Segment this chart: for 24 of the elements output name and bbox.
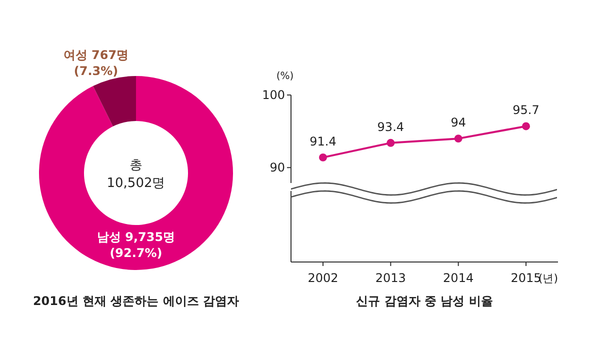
point (386, 138, 395, 147)
data-label: 91.4 (310, 134, 336, 148)
data-label: 94 (450, 116, 466, 130)
data-label: (92.7%) (110, 246, 162, 260)
point (319, 153, 327, 162)
donut-slice (93, 76, 136, 126)
text: 총 (130, 158, 142, 173)
y-tick-label: 90 (270, 160, 285, 175)
x-tick-label: 2013 (375, 271, 406, 285)
text: 2016년 현재 생존하는 에이즈 감염자 (32, 294, 240, 308)
donut-slice (39, 76, 233, 270)
x-tick-label: 2014 (443, 271, 474, 285)
text: 신규 감염자 중 남성 비율 (356, 294, 493, 308)
data-label: 93.4 (377, 120, 404, 134)
slice-label: 남성 9,735명 (96, 230, 176, 244)
y-tick-label: 100 (262, 88, 285, 102)
y-axis-title: (%) (276, 71, 294, 82)
point (522, 122, 530, 130)
slice-label: 여성 767명 (63, 48, 129, 62)
data-label: (7.3%) (74, 64, 118, 78)
point (454, 134, 462, 143)
data-label: 95.7 (512, 103, 540, 118)
x-tick-label: 2002 (308, 271, 338, 285)
text: 10,502명 (106, 176, 166, 191)
